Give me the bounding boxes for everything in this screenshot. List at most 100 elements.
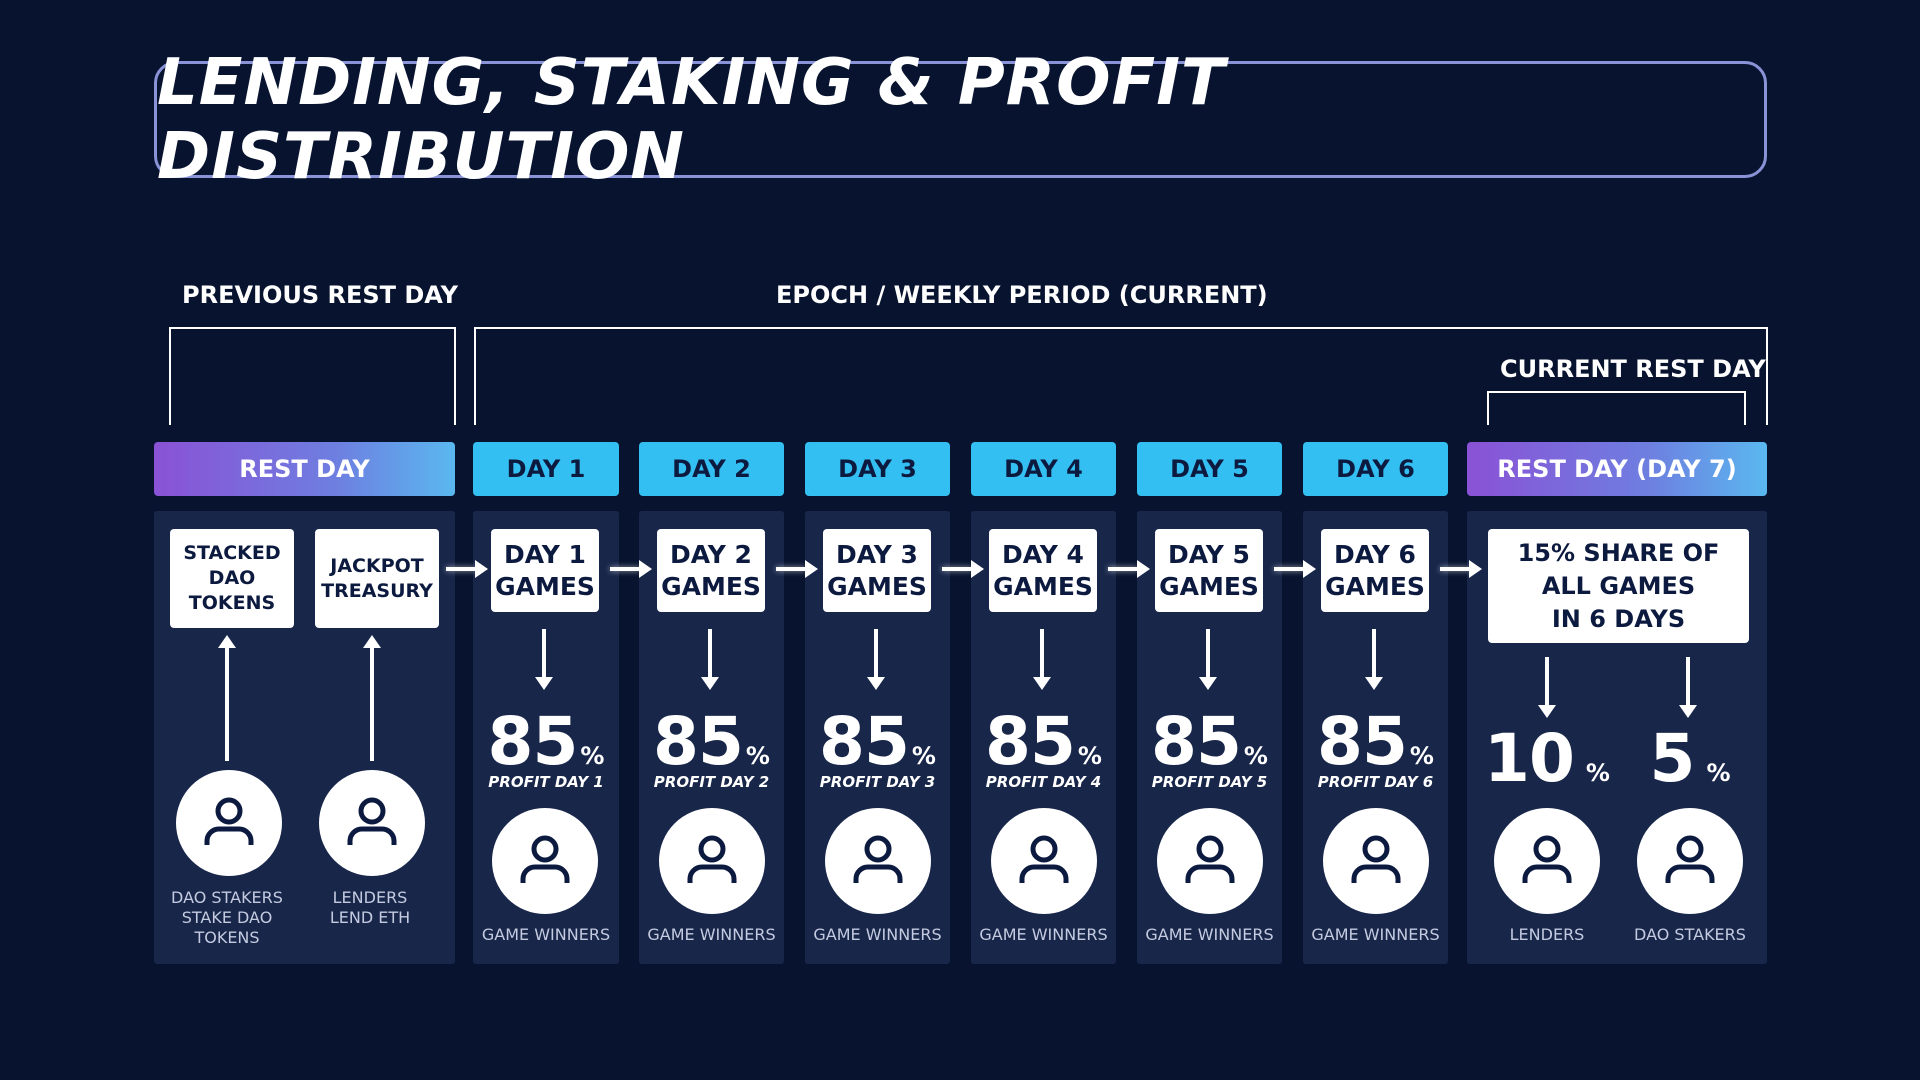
avatar [1494,808,1600,914]
percent-value: 85 [985,703,1076,780]
box-line: GAMES [495,571,595,601]
caption-line: STAKE DAO [181,908,273,927]
profit-percent: 85% [639,709,784,775]
avatar [1637,808,1743,914]
arrow-line [1686,657,1690,707]
percent-value: 5 [1649,720,1696,797]
arrow-up-icon [363,635,381,648]
arrow-down-icon [1365,677,1383,690]
box-line: DAY 5 [1168,539,1250,569]
share-all-games-box: 15% SHARE OF ALL GAMES IN 6 DAYS [1488,529,1749,643]
profit-percent: 85% [971,709,1116,775]
avatar [1157,808,1263,914]
arrow-right-icon [1274,560,1316,578]
user-icon [347,797,397,845]
arrow-right-icon [446,560,488,578]
avatar [825,808,931,914]
arrow-right-icon [942,560,984,578]
user-icon [853,835,903,883]
caption-line: TOKENS [194,928,260,947]
day-6-content: DAY 6 GAMES 85% PROFIT DAY 6 GAME WINNERS [1303,511,1448,964]
box-line: DAY 4 [1002,539,1084,569]
day-5-content: DAY 5 GAMES 85% PROFIT DAY 5 GAME WINNERS [1137,511,1282,964]
arrow-line [708,629,712,679]
game-winners-caption: GAME WINNERS [979,925,1108,944]
profit-label: PROFIT DAY 1 [488,773,604,791]
user-icon [1665,835,1715,883]
user-icon [204,797,254,845]
avatar [492,808,598,914]
user-icon [1185,835,1235,883]
current-rest-day-label: CURRENT REST DAY [1500,355,1766,383]
day-games-box: DAY 4 GAMES [989,529,1097,612]
percent-sign: % [1243,742,1268,770]
avatar [1323,808,1429,914]
box-line: JACKPOT [330,554,424,577]
avatar [991,808,1097,914]
box-line: GAMES [1325,571,1425,601]
day-games-box: DAY 6 GAMES [1321,529,1429,612]
header-rest-day: REST DAY [154,442,455,496]
day-games-box: DAY 3 GAMES [823,529,931,612]
caption-line: LENDERS [332,888,408,907]
header-day-4: DAY 4 [971,442,1116,496]
previous-rest-day-bracket [169,327,456,425]
percent-sign: % [580,742,605,770]
box-line: DAY 3 [836,539,918,569]
title-frame: LENDING, STAKING & PROFIT DISTRIBUTION [154,46,1767,194]
box-line: STACKED [183,542,281,564]
percent-value: 85 [1151,703,1242,780]
previous-rest-day-label: PREVIOUS REST DAY [182,281,458,309]
profit-label: PROFIT DAY 4 [985,773,1102,791]
stacked-dao-tokens-box: STACKED DAO TOKENS [170,529,294,628]
day-3-content: DAY 3 GAMES 85% PROFIT DAY 3 GAME WINNERS [805,511,950,964]
percent-value: 85 [653,703,744,780]
arrow-line [1040,629,1044,679]
arrow-down-icon [1679,705,1697,718]
lenders-percent: 10% [1477,726,1617,792]
arrow-right-icon [1440,560,1482,578]
game-winners-caption: GAME WINNERS [481,925,611,944]
arrow-right-icon [610,560,652,578]
arrow-right-icon [1108,560,1150,578]
profit-label: PROFIT DAY 5 [1151,773,1268,791]
avatar [659,808,765,914]
user-icon [1351,835,1401,883]
percent-sign: % [745,742,770,770]
box-line: TOKENS [188,592,276,614]
percent-sign: % [1077,742,1102,770]
lenders-caption: LENDERS [1509,925,1585,944]
game-winners-caption: GAME WINNERS [1311,925,1440,944]
arrow-down-icon [535,677,553,690]
day-2-content: DAY 2 GAMES 85% PROFIT DAY 2 GAME WINNERS [639,511,784,964]
box-line: DAY 1 [504,539,586,569]
header-day-2: DAY 2 [639,442,784,496]
arrow-down-icon [867,677,885,690]
profit-percent: 85% [473,709,619,775]
percent-value: 10 [1484,720,1575,797]
percent-sign: % [1409,742,1434,770]
arrow-line [1545,657,1549,707]
profit-label: PROFIT DAY 3 [819,773,936,791]
arrow-line [370,646,374,761]
header-rest-day-7: REST DAY (DAY 7) [1467,442,1767,496]
arrow-up-icon [218,635,236,648]
box-line: GAMES [993,571,1093,601]
profit-percent: 85% [805,709,950,775]
arrow-down-icon [1538,705,1556,718]
profit-label: PROFIT DAY 2 [653,773,770,791]
arrow-down-icon [1033,677,1051,690]
percent-value: 85 [1317,703,1408,780]
user-icon [520,835,570,883]
caption-line: DAO STAKERS [171,888,283,907]
profit-percent: 85% [1137,709,1282,775]
arrow-down-icon [1199,677,1217,690]
box-line: DAY 2 [670,539,752,569]
dao-stakers-caption: DAO STAKERS [1634,925,1746,944]
header-day-5: DAY 5 [1137,442,1282,496]
page-title: LENDING, STAKING & PROFIT DISTRIBUTION [157,45,1226,194]
header-day-6: DAY 6 [1303,442,1448,496]
day-games-box: DAY 2 GAMES [657,529,765,612]
game-winners-caption: GAME WINNERS [647,925,776,944]
arrow-line [542,629,546,679]
